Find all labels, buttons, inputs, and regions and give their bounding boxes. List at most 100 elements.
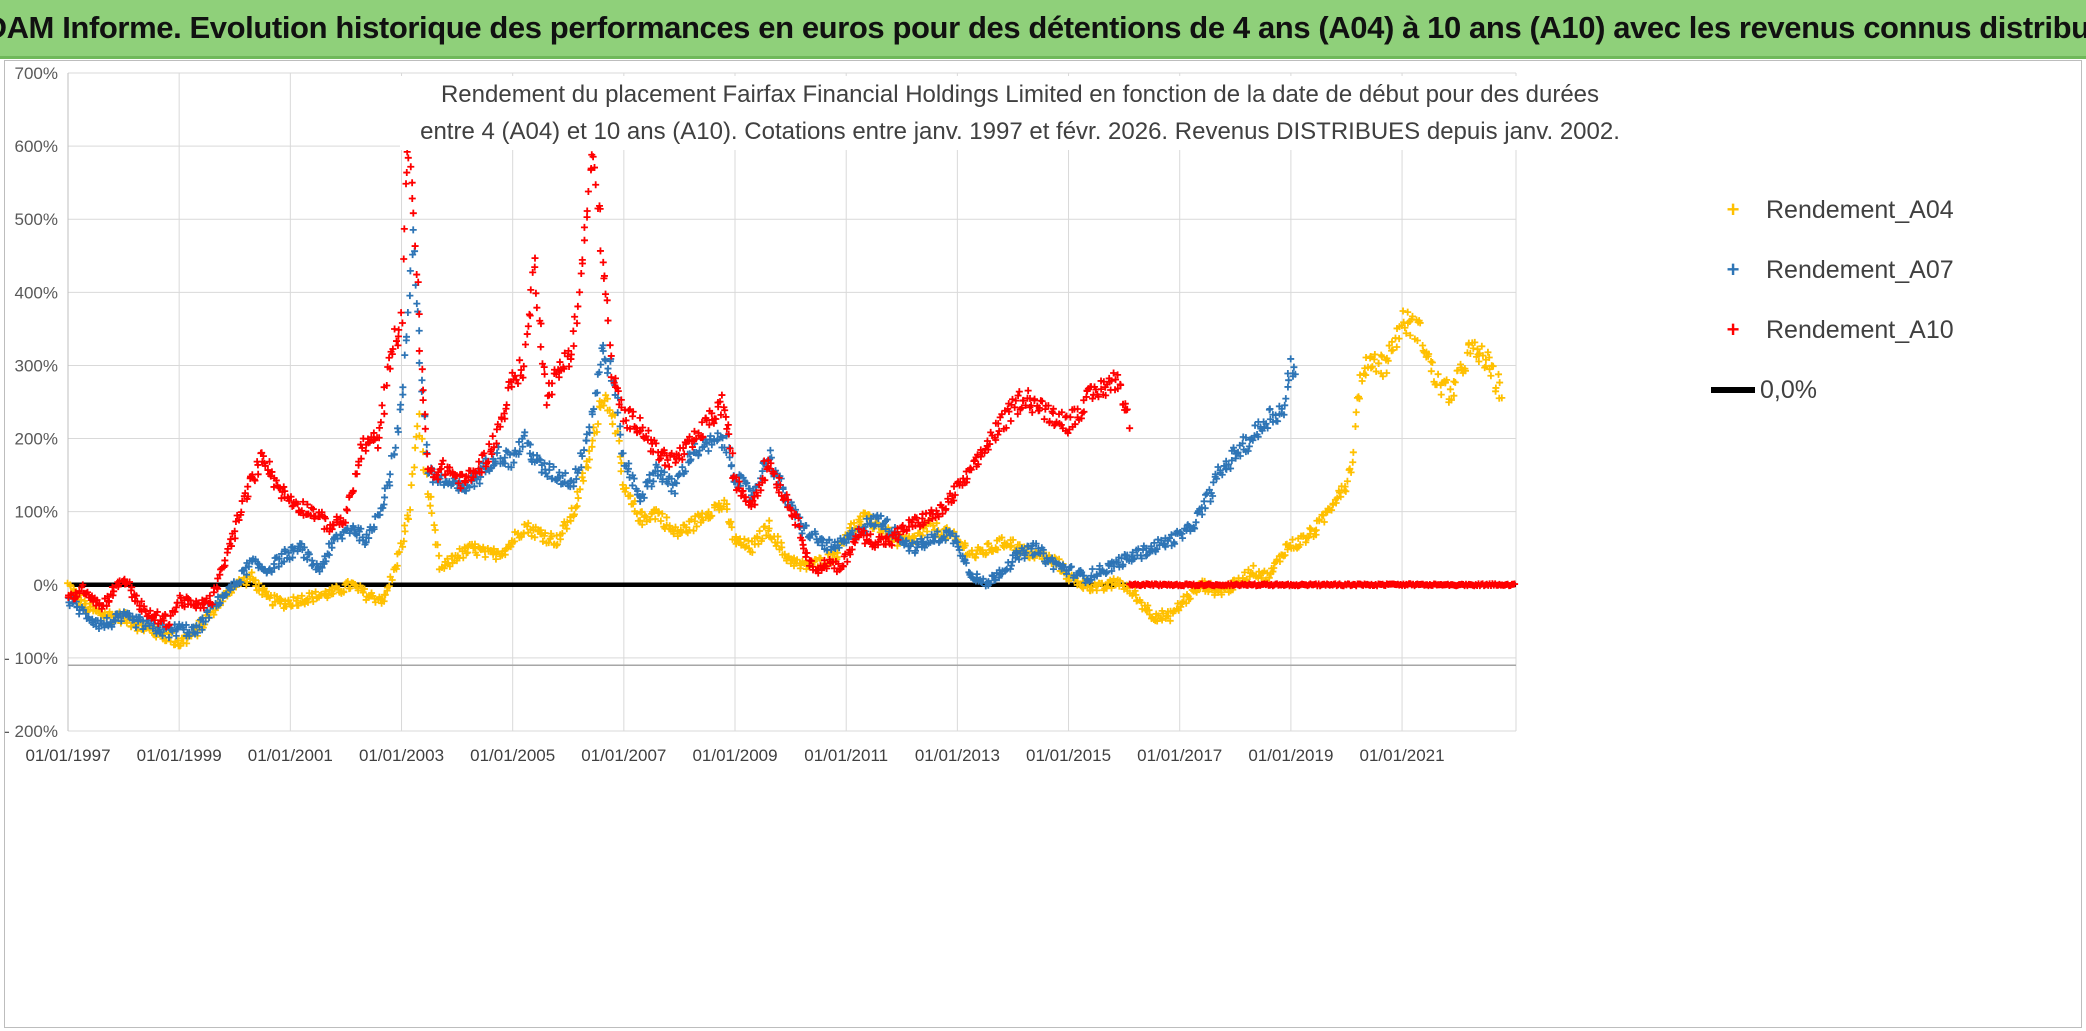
point-rendement-a10 <box>580 236 588 244</box>
point-rendement-a04 <box>553 540 561 548</box>
point-rendement-a10 <box>604 317 612 325</box>
y-tick-label: 200% <box>15 430 58 449</box>
point-rendement-a04 <box>690 527 698 535</box>
point-rendement-a07 <box>561 469 569 477</box>
point-rendement-a10 <box>803 549 811 557</box>
point-rendement-a04 <box>501 551 509 559</box>
point-rendement-a10 <box>599 258 607 266</box>
point-rendement-a04 <box>576 485 584 493</box>
y-tick-label: 100% <box>15 503 58 522</box>
point-rendement-a04 <box>1355 395 1363 403</box>
point-rendement-a04 <box>133 627 141 635</box>
point-rendement-a04 <box>248 568 256 576</box>
point-rendement-a10 <box>407 163 415 171</box>
point-rendement-a04 <box>1495 370 1503 378</box>
point-rendement-a04 <box>479 543 487 551</box>
point-rendement-a07 <box>406 267 414 275</box>
point-rendement-a04 <box>1393 343 1401 351</box>
legend-label-a07: Rendement_A07 <box>1766 255 1954 284</box>
point-rendement-a07 <box>842 539 850 547</box>
point-rendement-a10 <box>625 407 633 415</box>
point-rendement-a07 <box>322 557 330 565</box>
point-rendement-a04 <box>1175 606 1183 614</box>
point-rendement-a04 <box>1337 493 1345 501</box>
point-rendement-a04 <box>183 639 191 647</box>
point-rendement-a04 <box>638 521 646 529</box>
point-rendement-a07 <box>570 482 578 490</box>
point-rendement-a04 <box>511 537 519 545</box>
point-rendement-a04 <box>1289 536 1297 544</box>
point-rendement-a07 <box>818 541 826 549</box>
point-rendement-a10 <box>584 187 592 195</box>
point-rendement-a07 <box>1088 565 1096 573</box>
point-rendement-a07 <box>268 568 276 576</box>
point-rendement-a04 <box>1450 392 1458 400</box>
point-rendement-a04 <box>728 523 736 531</box>
point-rendement-a07 <box>515 438 523 446</box>
point-rendement-a04 <box>850 519 858 527</box>
point-rendement-a04 <box>588 443 596 451</box>
point-rendement-a07 <box>758 467 766 475</box>
y-tick-label: 400% <box>15 283 58 302</box>
legend-item-a04: + Rendement_A04 <box>1708 180 1988 240</box>
point-rendement-a07 <box>493 449 501 457</box>
point-rendement-a04 <box>428 509 436 517</box>
point-rendement-a04 <box>1186 595 1194 603</box>
point-rendement-a04 <box>1342 487 1350 495</box>
point-rendement-a07 <box>318 564 326 572</box>
point-rendement-a04 <box>393 562 401 570</box>
point-rendement-a07 <box>205 614 213 622</box>
point-rendement-a10 <box>573 319 581 327</box>
point-rendement-a10 <box>221 556 229 564</box>
point-rendement-a04 <box>670 530 678 538</box>
point-rendement-a04 <box>732 533 740 541</box>
point-rendement-a04 <box>77 596 85 604</box>
point-rendement-a10 <box>391 325 399 333</box>
point-rendement-a07 <box>270 560 278 568</box>
point-rendement-a07 <box>572 475 580 483</box>
point-rendement-a07 <box>168 627 176 635</box>
point-rendement-a10 <box>1126 424 1134 432</box>
point-rendement-a04 <box>933 519 941 527</box>
point-rendement-a07 <box>245 563 253 571</box>
point-rendement-a04 <box>693 522 701 530</box>
point-rendement-a04 <box>289 593 297 601</box>
point-rendement-a10 <box>398 319 406 327</box>
point-rendement-a07 <box>155 627 163 635</box>
point-rendement-a07 <box>1290 363 1298 371</box>
point-rendement-a07 <box>338 535 346 543</box>
legend-item-zero: 0,0% <box>1708 360 1988 420</box>
point-rendement-a04 <box>419 448 427 456</box>
point-rendement-a04 <box>1465 341 1473 349</box>
point-rendement-a07 <box>381 493 389 501</box>
point-rendement-a04 <box>1370 355 1378 363</box>
point-rendement-a07 <box>305 550 313 558</box>
point-rendement-a04 <box>507 543 515 551</box>
point-rendement-a07 <box>624 465 632 473</box>
point-rendement-a10 <box>402 180 410 188</box>
point-rendement-a07 <box>402 333 410 341</box>
point-rendement-a07 <box>802 522 810 530</box>
point-rendement-a04 <box>1265 574 1273 582</box>
point-rendement-a04 <box>545 539 553 547</box>
point-rendement-a04 <box>308 590 316 598</box>
point-rendement-a07 <box>237 578 245 586</box>
point-rendement-a04 <box>793 556 801 564</box>
point-rendement-a07 <box>216 599 224 607</box>
point-rendement-a07 <box>537 456 545 464</box>
point-rendement-a07 <box>462 487 470 495</box>
point-rendement-a04 <box>740 535 748 543</box>
point-rendement-a04 <box>570 510 578 518</box>
point-rendement-a07 <box>390 450 398 458</box>
point-rendement-a04 <box>723 505 731 513</box>
point-rendement-a07 <box>940 533 948 541</box>
chart-title-line-1: Rendement du placement Fairfax Financial… <box>440 81 1600 108</box>
point-rendement-a10 <box>413 271 421 279</box>
point-rendement-a07 <box>501 459 509 467</box>
point-rendement-a04 <box>1302 538 1310 546</box>
point-rendement-a04 <box>621 488 629 496</box>
point-rendement-a10 <box>533 304 541 312</box>
y-tick-label: 0% <box>33 576 58 595</box>
point-rendement-a07 <box>746 485 754 493</box>
point-rendement-a07 <box>285 549 293 557</box>
